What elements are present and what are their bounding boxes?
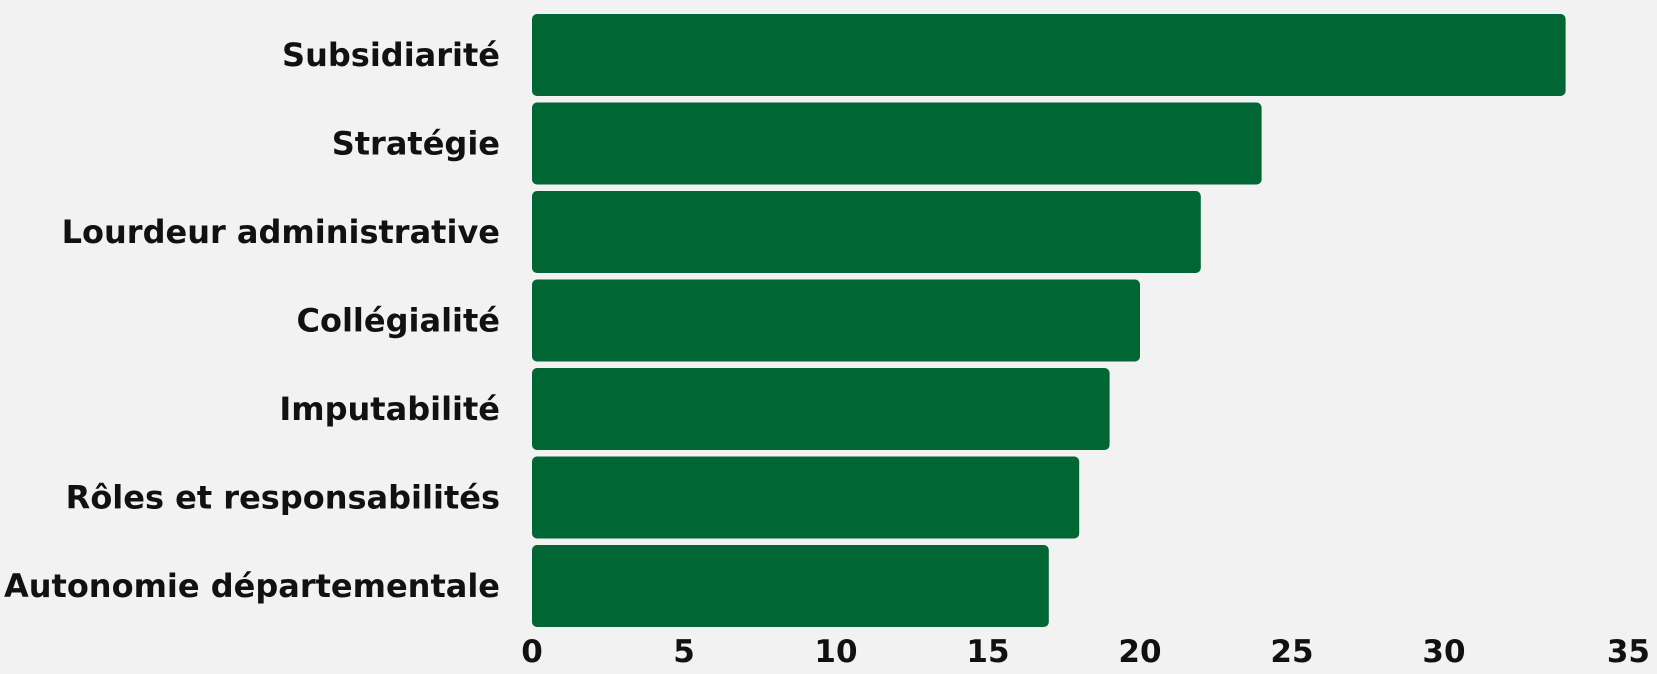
category-label: Autonomie départementale — [4, 567, 500, 605]
x-tick-label: 25 — [1270, 634, 1313, 670]
bar — [532, 14, 1566, 96]
x-tick-label: 30 — [1422, 634, 1465, 670]
category-label: Collégialité — [296, 302, 500, 340]
category-label: Lourdeur administrative — [62, 213, 500, 251]
category-label: Rôles et responsabilités — [66, 479, 500, 517]
x-tick-label: 35 — [1607, 634, 1650, 670]
category-label: Imputabilité — [279, 390, 500, 428]
category-label: Subsidiarité — [282, 36, 500, 74]
x-tick-label: 15 — [966, 634, 1009, 670]
x-tick-label: 0 — [521, 634, 543, 670]
x-tick-label: 20 — [1118, 634, 1161, 670]
bar — [532, 102, 1262, 185]
category-label: Stratégie — [332, 125, 500, 163]
bar — [532, 456, 1080, 539]
x-tick-label: 10 — [814, 634, 857, 670]
category-labels: Subsidiarité Stratégie Lourdeur administra… — [4, 36, 500, 605]
bar — [532, 279, 1140, 362]
bar — [532, 368, 1110, 450]
bar — [532, 545, 1049, 627]
x-tick-label: 5 — [673, 634, 695, 670]
bars-group — [532, 14, 1566, 627]
x-axis-tick-labels: 0 5 10 15 20 25 30 35 — [521, 634, 1650, 670]
bar — [532, 191, 1201, 273]
